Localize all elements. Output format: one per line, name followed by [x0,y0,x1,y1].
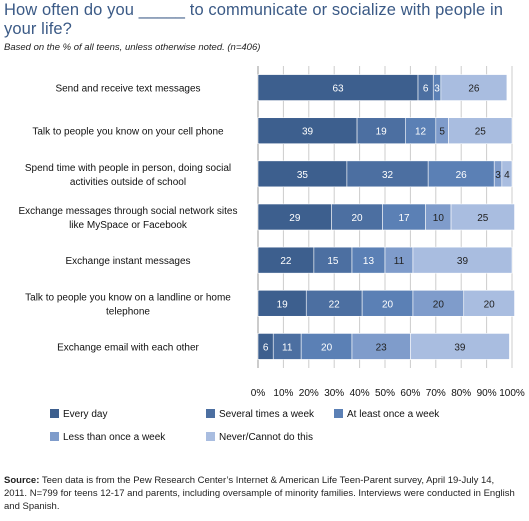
legend-swatch [50,432,59,441]
legend-label: Several times a week [219,409,315,420]
bar-segment [382,203,426,231]
source-label: Source: [4,475,40,486]
data-label: 39 [454,342,466,353]
bar-segment [405,117,437,145]
data-label: 11 [394,256,405,267]
bar-segment [356,117,406,145]
legend-swatch [50,409,59,418]
data-label: 4 [504,170,510,181]
data-label: 20 [321,342,333,353]
category-label: Spend time with people in person, doing … [25,163,231,188]
data-label: 32 [382,170,394,181]
data-label: 15 [327,256,339,267]
bar-segment [305,289,363,317]
category-label: Exchange instant messages [65,256,190,267]
x-tick-label: 0% [251,388,266,399]
category-label: Talk to people you know on your cell pho… [32,127,224,138]
legend-label: Less than once a week [63,432,166,443]
x-tick-label: 40% [350,388,370,399]
bar-segment [384,246,414,274]
data-label: 22 [280,256,292,267]
bar-segment [272,333,302,360]
data-label: 11 [282,342,293,353]
bar-segment [257,246,315,274]
legend-swatch [334,409,343,418]
data-label: 25 [477,213,489,224]
bar-segment [257,160,348,188]
bar-segment [257,289,307,317]
bar-segment [346,160,429,188]
bar-segment [427,160,495,188]
category-label: Exchange messages through social network… [18,206,237,231]
legend-label: Never/Cannot do this [219,432,313,443]
stacked-bar-chart: Send and receive text messages 63 6 3 26Talk… [18,66,525,443]
data-label: 20 [484,299,496,310]
bar-segment [448,117,513,145]
data-label: 39 [302,127,314,138]
chart-title: How often do you _____ to communicate or… [4,1,504,38]
source-text: Teen data is from the Pew Research Cente… [4,475,515,512]
data-label: 29 [289,213,301,224]
bar-segment [501,160,513,188]
data-label: 35 [297,170,309,181]
category-label: Exchange email with each other [57,342,199,353]
bar-segment [257,203,332,231]
bar-segment [257,74,419,101]
bar-segment [257,117,358,145]
chart-subtitle: Based on the % of all teens, unless othe… [4,42,261,53]
data-label: 20 [382,299,394,310]
x-tick-label: 80% [451,388,471,399]
x-tick-label: 10% [273,388,293,399]
bar-segment [331,203,383,231]
bar-segment [463,289,515,317]
data-label: 5 [439,127,445,138]
data-label: 6 [423,84,429,95]
bar-segment [300,333,353,360]
data-label: 39 [457,256,469,267]
data-label: 3 [495,170,501,181]
bar-segment [351,333,411,360]
data-label: 19 [376,127,388,138]
bar-segment [351,246,386,274]
data-label: 19 [277,299,289,310]
data-label: 12 [415,127,427,138]
x-tick-label: 100% [499,388,525,399]
bar-segment [412,246,513,274]
x-tick-label: 60% [400,388,420,399]
x-tick-label: 70% [426,388,446,399]
category-label: Send and receive text messages [55,84,200,95]
data-label: 26 [456,170,468,181]
data-label: 3 [434,84,440,95]
x-tick-label: 50% [375,388,395,399]
legend-swatch [206,409,215,418]
bar-segment [412,289,465,317]
data-label: 22 [329,299,341,310]
x-tick-label: 30% [324,388,344,399]
data-label: 26 [468,84,480,95]
bar-segment [313,246,353,274]
x-tick-label: 90% [477,388,497,399]
legend-label: Every day [63,409,107,420]
data-label: 10 [433,213,445,224]
legend-label: At least once a week [347,409,440,420]
bar-segment [450,203,515,231]
data-label: 20 [351,213,363,224]
data-label: 23 [376,342,388,353]
data-label: 17 [398,213,410,224]
data-label: 25 [475,127,487,138]
bar-segment [410,333,510,360]
bar-segment [440,74,508,101]
legend-swatch [206,432,215,441]
bar-segment [361,289,414,317]
x-tick-label: 20% [299,388,319,399]
source-note: Source: Teen data is from the Pew Resear… [4,474,519,513]
data-label: 6 [263,342,269,353]
data-label: 20 [433,299,445,310]
data-label: 13 [363,256,375,267]
data-label: 63 [332,84,344,95]
category-label: Talk to people you know on a landline or… [25,292,231,317]
bar-segment [425,203,452,231]
